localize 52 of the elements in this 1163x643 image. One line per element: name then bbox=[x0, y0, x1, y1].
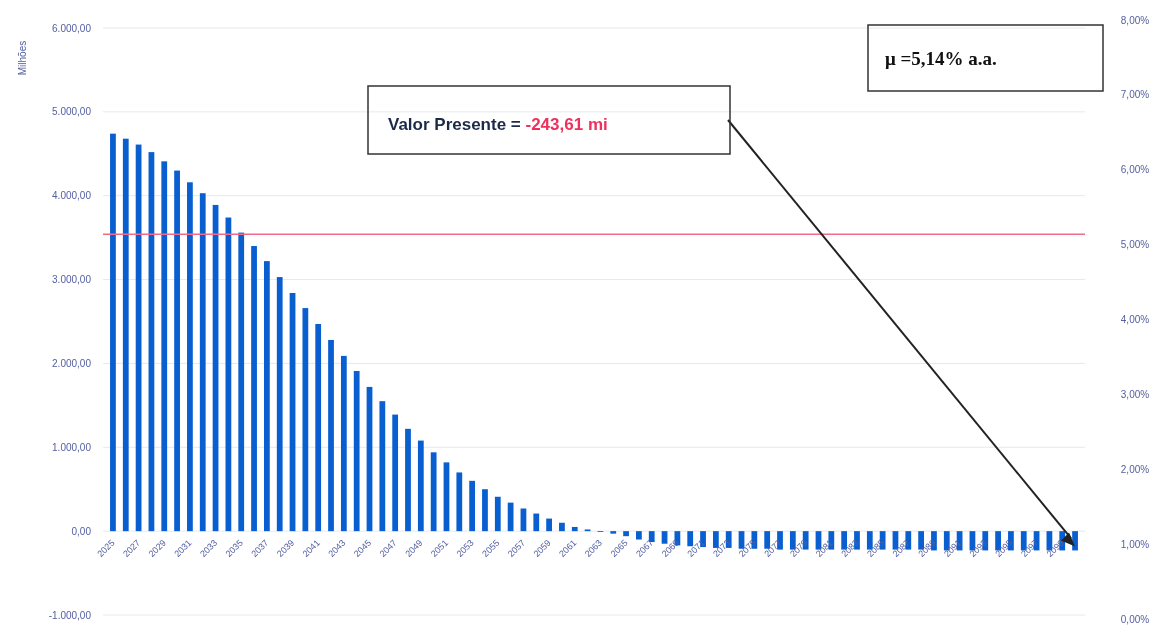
bar bbox=[610, 531, 617, 534]
y-axis-title: Milhões bbox=[17, 40, 28, 76]
bar bbox=[379, 401, 386, 532]
bar bbox=[353, 370, 360, 532]
y2-tick-label: 0,00% bbox=[1120, 613, 1150, 625]
bar bbox=[263, 261, 270, 532]
bar bbox=[174, 170, 180, 532]
bar bbox=[302, 308, 309, 532]
y2-tick-label: 5,00% bbox=[1120, 239, 1150, 251]
bar bbox=[507, 502, 514, 532]
bar bbox=[122, 138, 129, 532]
y2-tick-label: 2,00% bbox=[1120, 463, 1150, 475]
y-tick-label: 1.000,00 bbox=[52, 441, 92, 453]
bar bbox=[469, 480, 476, 532]
annotation: μ =5,14% a.a. bbox=[885, 48, 997, 69]
y2-tick-label: 7,00% bbox=[1120, 89, 1150, 101]
y-tick-label: -1.000,00 bbox=[48, 609, 92, 621]
bar bbox=[546, 518, 552, 532]
y-tick-label: 0,00 bbox=[71, 525, 92, 537]
bar bbox=[328, 339, 334, 532]
bar bbox=[559, 522, 565, 532]
y2-tick-label: 1,00% bbox=[1120, 538, 1150, 550]
bar bbox=[482, 489, 488, 532]
y2-tick-label: 6,00% bbox=[1120, 164, 1150, 176]
y-tick-label: 4.000,00 bbox=[52, 190, 92, 202]
bar bbox=[187, 182, 193, 532]
y2-tick-label: 3,00% bbox=[1120, 388, 1150, 400]
bar bbox=[405, 428, 411, 532]
bar bbox=[456, 472, 463, 532]
bar bbox=[533, 513, 540, 532]
bar bbox=[110, 133, 116, 532]
bar bbox=[161, 161, 168, 532]
y-tick-label: 2.000,00 bbox=[52, 357, 92, 369]
bar bbox=[340, 355, 347, 532]
bar bbox=[238, 232, 245, 532]
bar bbox=[417, 440, 424, 532]
bar bbox=[315, 324, 322, 532]
y2-tick-label: 8,00% bbox=[1120, 14, 1150, 26]
bar bbox=[571, 526, 578, 532]
annotation: Valor Presente = -243,61 mi bbox=[388, 115, 608, 134]
y-tick-label: 5.000,00 bbox=[52, 106, 92, 118]
bar bbox=[636, 531, 642, 540]
y-tick-label: 6.000,00 bbox=[52, 22, 92, 34]
bar bbox=[251, 246, 257, 532]
y2-tick-label: 4,00% bbox=[1120, 314, 1150, 325]
bar bbox=[430, 452, 437, 532]
bar bbox=[623, 531, 629, 537]
bar bbox=[276, 277, 283, 532]
bar bbox=[199, 193, 206, 532]
y-tick-label: 3.000,00 bbox=[52, 274, 92, 286]
bar bbox=[392, 414, 399, 532]
bar bbox=[494, 496, 501, 532]
